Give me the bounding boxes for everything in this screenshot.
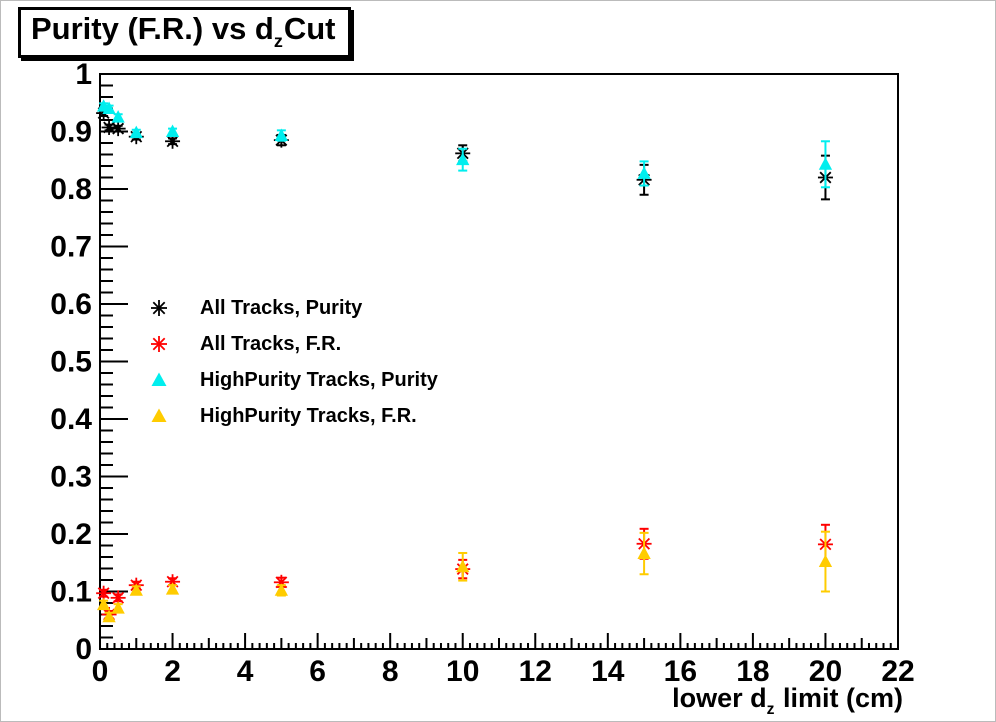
series-highpurity-tracks-purity	[96, 99, 833, 189]
triangle-marker	[637, 166, 651, 179]
x-tick-label: 22	[881, 655, 914, 688]
y-tick-label: 0.4	[50, 403, 92, 436]
triangle-marker	[818, 554, 833, 568]
legend-label: HighPurity Tracks, Purity	[200, 368, 438, 391]
triangle-marker	[111, 110, 125, 123]
series-all-tracks-purity	[96, 105, 833, 201]
asterisk-marker	[110, 121, 126, 137]
triangle-marker	[456, 559, 470, 573]
triangle-marker	[129, 125, 143, 139]
x-tick-label: 12	[519, 655, 552, 688]
triangle-marker	[274, 128, 289, 141]
plot-title-text: Purity (F.R.) vs d	[31, 11, 274, 46]
x-tick-label: 18	[736, 655, 769, 688]
legend-label: HighPurity Tracks, F.R.	[200, 404, 417, 427]
triangle-marker	[274, 583, 289, 596]
x-tick-label: 4	[237, 655, 254, 688]
x-axis-title: lower dz limit (cm)	[672, 683, 903, 719]
series-highpurity-tracks-f-r-	[96, 530, 833, 623]
triangle-marker	[165, 124, 180, 137]
y-tick-label: 0.5	[50, 346, 92, 379]
triangle-marker	[96, 597, 111, 611]
x-tick-label: 2	[164, 655, 181, 688]
y-axis-ticks	[100, 73, 128, 650]
y-axis-tick-labels: 0 0.1 0.2 0.3 0.4 0.5 0.6 0.7 0.8 0.9 1	[50, 58, 92, 666]
legend-label: All Tracks, Purity	[200, 296, 363, 319]
plot-title-suffix: Cut	[283, 11, 336, 46]
triangle-marker	[111, 601, 125, 614]
triangle-marker	[818, 157, 833, 170]
y-tick-label: 0.9	[50, 116, 92, 149]
series-all-tracks-f-r-	[96, 523, 833, 622]
y-tick-label: 0.6	[50, 288, 92, 321]
y-tick-label: 1	[75, 58, 92, 91]
x-tick-label: 16	[664, 655, 697, 688]
triangle-marker	[637, 546, 651, 560]
x-axis-tick-labels: 0 2 4 6 8 10 12 14 16 18 20 22	[92, 655, 915, 688]
y-tick-label: 0.8	[50, 173, 92, 206]
triangle-marker	[102, 609, 116, 623]
legend-item-all-fr: All Tracks, F.R.	[136, 326, 456, 362]
x-tick-label: 6	[309, 655, 326, 688]
y-tick-label: 0.2	[50, 518, 92, 551]
legend-item-all-purity: All Tracks, Purity	[136, 290, 456, 326]
y-tick-label: 0.3	[50, 461, 92, 494]
x-tick-label: 10	[446, 655, 479, 688]
plot-title-subscript: z	[273, 31, 283, 52]
asterisk-icon	[136, 333, 182, 355]
legend-label: All Tracks, F.R.	[200, 332, 342, 355]
y-tick-label: 0.1	[50, 576, 92, 609]
x-tick-label: 14	[591, 655, 625, 688]
x-tick-label: 20	[809, 655, 842, 688]
x-tick-label: 8	[382, 655, 399, 688]
y-tick-label: 0	[75, 633, 92, 666]
asterisk-icon	[136, 297, 182, 319]
triangle-icon	[136, 369, 182, 391]
triangle-marker	[165, 582, 180, 595]
x-axis-ticks	[99, 633, 899, 649]
triangle-marker	[129, 583, 143, 596]
triangle-marker	[102, 101, 116, 114]
x-tick-label: 0	[92, 655, 109, 688]
plot-title: Purity (F.R.) vs dzCut	[18, 7, 351, 59]
legend-item-hp-fr: HighPurity Tracks, F.R.	[136, 398, 456, 434]
legend-item-hp-purity: HighPurity Tracks, Purity	[136, 362, 456, 398]
triangle-icon	[136, 405, 182, 427]
triangle-marker	[456, 152, 470, 166]
legend: All Tracks, Purity All Tracks, F.R. High…	[136, 290, 456, 434]
y-tick-label: 0.7	[50, 231, 92, 264]
